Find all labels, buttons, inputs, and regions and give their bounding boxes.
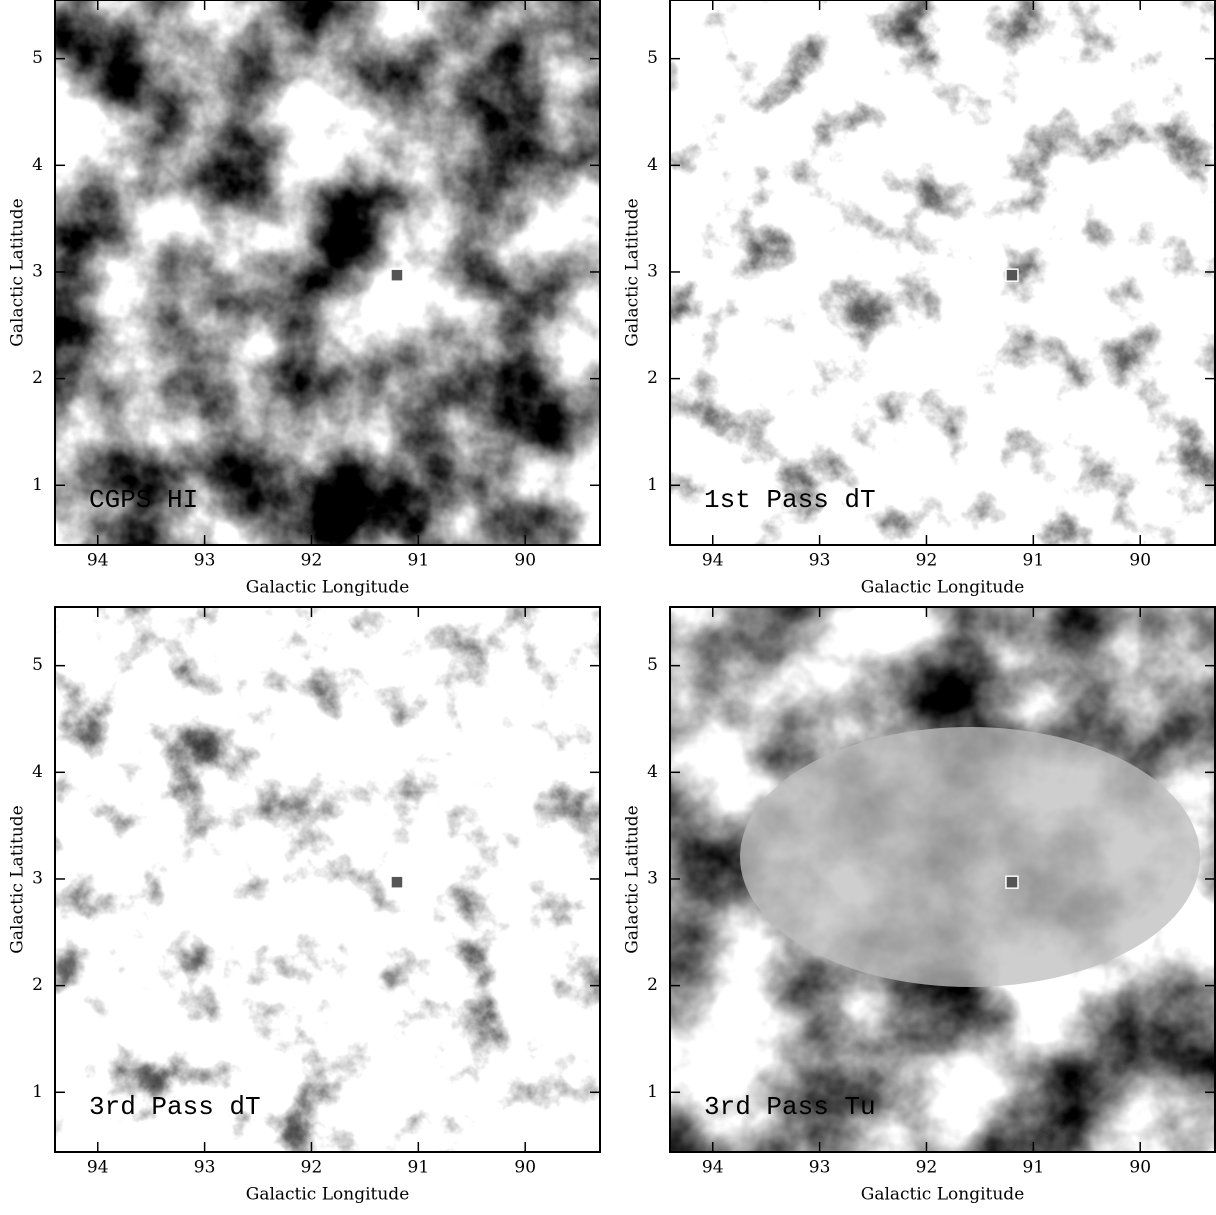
panel: 94 93 92 91 90 1 2 3 4 5 3rd Pass Tu Galactic Longi… [623,606,1216,1205]
x-tick-label: 90 [1129,551,1151,571]
x-tick-label: 94 [702,1158,724,1178]
x-tick-label: 91 [1023,551,1045,571]
sky-image [55,0,600,545]
x-tick-label: 94 [702,551,724,571]
marker [390,875,404,889]
y-tick-label: 5 [32,655,43,675]
y-tick-label: 2 [32,975,43,995]
x-tick-label: 94 [87,551,109,571]
y-tick-label: 2 [32,368,43,388]
x-tick-label: 91 [408,551,430,571]
y-axis-label: Galactic Latitude [8,805,28,953]
x-tick-label: 92 [301,1158,323,1178]
x-tick-label: 92 [301,551,323,571]
y-tick-label: 5 [32,48,43,68]
y-tick-label: 4 [32,155,43,175]
x-tick-label: 92 [916,1158,938,1178]
y-tick-label: 1 [647,475,658,495]
y-tick-label: 3 [32,868,43,888]
residual-region [740,727,1200,987]
panel: 94 93 92 91 90 1 2 3 4 5 CGPS HI Galactic Longitude… [8,0,601,598]
y-tick-label: 5 [647,48,658,68]
x-tick-label: 93 [194,551,216,571]
x-tick-label: 90 [1129,1158,1151,1178]
x-tick-label: 94 [87,1158,109,1178]
y-tick-label: 1 [32,1082,43,1102]
panel-label: 1st Pass dT [704,485,876,515]
x-tick-label: 93 [194,1158,216,1178]
panel-label: 3rd Pass dT [89,1092,261,1122]
panel: 94 93 92 91 90 1 2 3 4 5 1st Pass dT Galactic Longi… [623,0,1216,598]
x-tick-label: 90 [514,551,536,571]
sky-image [55,607,600,1152]
y-tick-label: 3 [32,261,43,281]
sky-image [670,0,1215,545]
marker [390,268,404,282]
x-tick-label: 93 [809,551,831,571]
y-axis-label: Galactic Latitude [623,198,643,346]
panel: 94 93 92 91 90 1 2 3 4 5 3rd Pass dT Galactic Longi… [8,606,601,1205]
x-axis-label: Galactic Longitude [246,1185,410,1205]
marker [1005,875,1019,889]
x-tick-label: 91 [1023,1158,1045,1178]
panel-label: CGPS HI [89,485,198,515]
y-tick-label: 2 [647,368,658,388]
y-tick-label: 4 [647,762,658,782]
y-tick-label: 1 [647,1082,658,1102]
y-tick-label: 5 [647,655,658,675]
y-axis-label: Galactic Latitude [8,198,28,346]
x-tick-label: 90 [514,1158,536,1178]
y-tick-label: 4 [32,762,43,782]
x-axis-label: Galactic Longitude [246,578,410,598]
y-tick-label: 3 [647,868,658,888]
y-tick-label: 1 [32,475,43,495]
y-tick-label: 4 [647,155,658,175]
x-tick-label: 91 [408,1158,430,1178]
x-tick-label: 93 [809,1158,831,1178]
y-tick-label: 3 [647,261,658,281]
y-tick-label: 2 [647,975,658,995]
x-axis-label: Galactic Longitude [861,578,1025,598]
panel-label: 3rd Pass Tu [704,1092,876,1122]
x-axis-label: Galactic Longitude [861,1185,1025,1205]
marker [1005,268,1019,282]
y-axis-label: Galactic Latitude [623,805,643,953]
x-tick-label: 92 [916,551,938,571]
